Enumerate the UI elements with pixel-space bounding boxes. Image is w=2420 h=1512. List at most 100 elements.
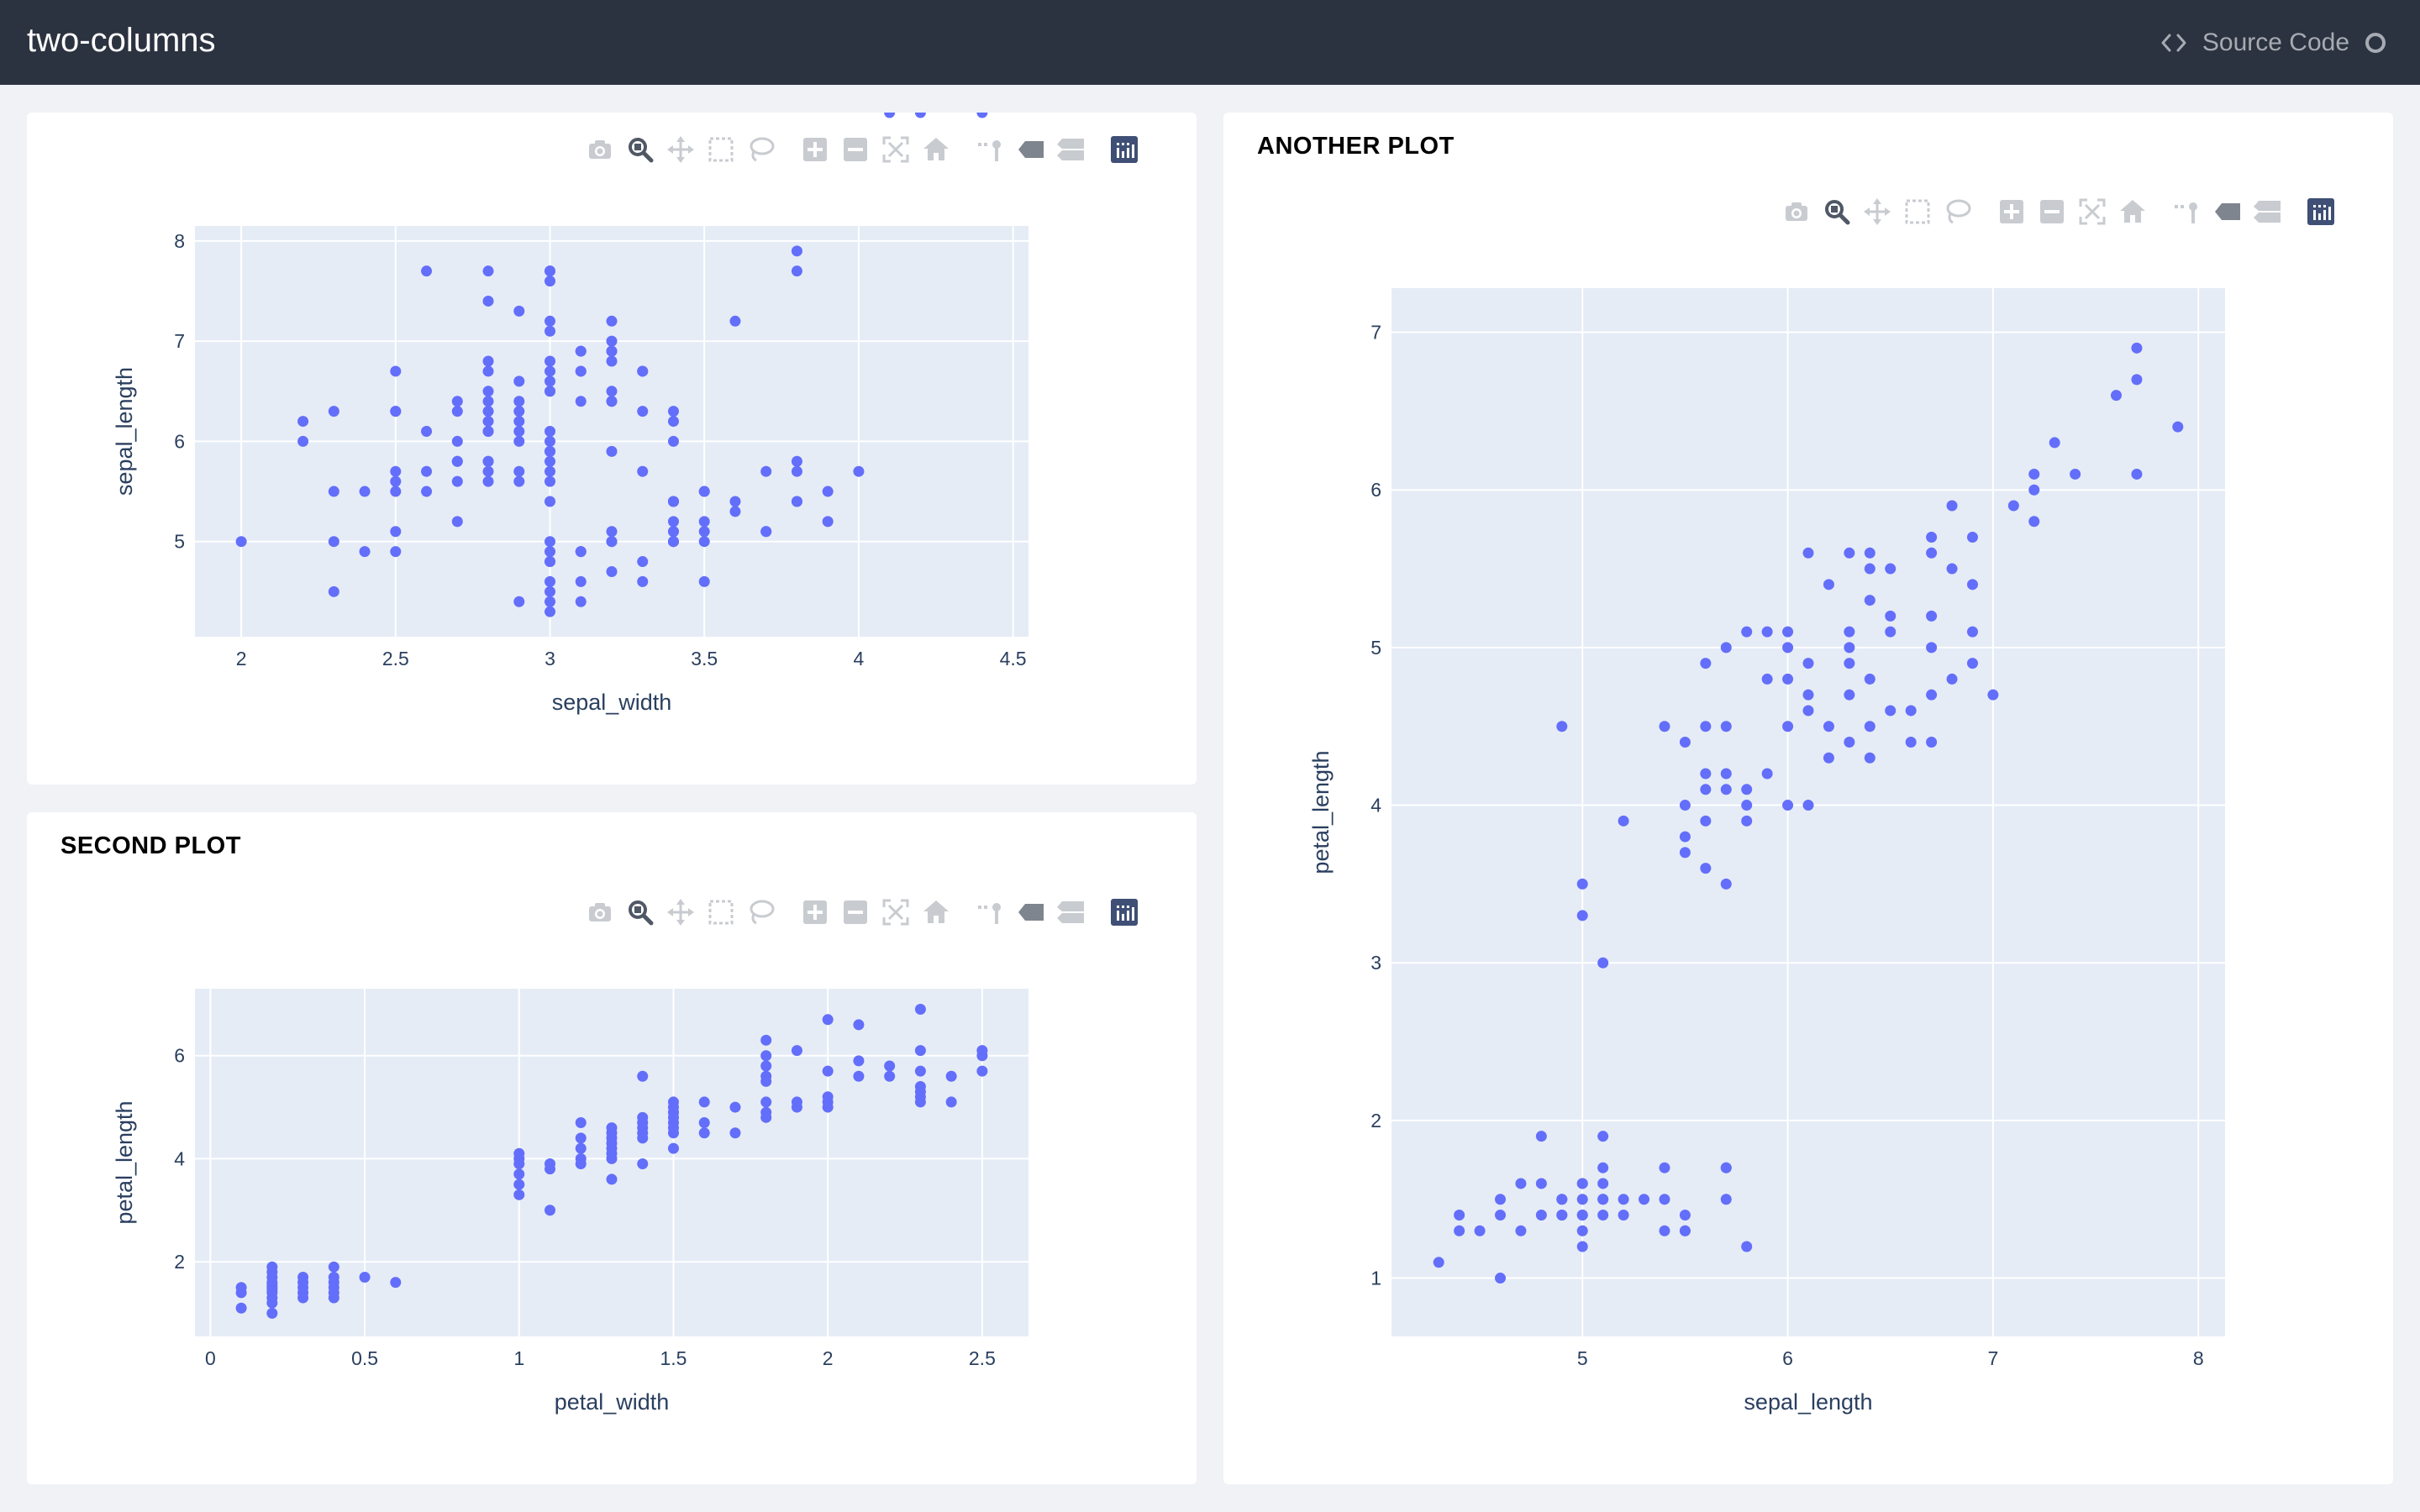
scatter-point[interactable] <box>1679 1225 1691 1236</box>
scatter-point[interactable] <box>791 496 802 507</box>
scatter-point[interactable] <box>1782 642 1794 654</box>
scatter-point[interactable] <box>575 1132 587 1144</box>
hover-closest-button[interactable] <box>1015 134 1045 165</box>
source-code-link[interactable]: Source Code <box>2160 25 2386 60</box>
scatter-point[interactable] <box>606 386 618 397</box>
scatter-point[interactable] <box>1720 784 1732 795</box>
scatter-point[interactable] <box>1720 768 1732 780</box>
pan-button[interactable] <box>666 134 696 165</box>
scatter-point[interactable] <box>544 386 556 397</box>
scatter-point[interactable] <box>544 496 556 507</box>
scatter-point[interactable] <box>482 295 494 307</box>
scatter-point[interactable] <box>667 435 679 447</box>
scatter-point[interactable] <box>544 465 556 477</box>
scatter-point[interactable] <box>575 1116 587 1128</box>
autoscale-button[interactable] <box>881 134 911 165</box>
scatter-point[interactable] <box>637 365 649 377</box>
scatter-point[interactable] <box>421 426 433 437</box>
scatter-point[interactable] <box>1864 673 1876 685</box>
scatter-point[interactable] <box>1761 768 1773 780</box>
scatter-point[interactable] <box>606 1127 618 1139</box>
plotly-logo-button[interactable] <box>1109 897 1139 927</box>
scatter-point[interactable] <box>544 1158 556 1170</box>
scatter-point[interactable] <box>513 1168 525 1180</box>
zoom-button[interactable] <box>625 134 655 165</box>
scatter-point[interactable] <box>2070 468 2081 480</box>
scatter-point[interactable] <box>1597 1162 1609 1173</box>
scatter-point[interactable] <box>390 465 402 477</box>
scatter-point[interactable] <box>1576 1209 1588 1221</box>
scatter-point[interactable] <box>1782 721 1794 732</box>
scatter-point[interactable] <box>637 556 649 568</box>
scatter-point[interactable] <box>606 396 618 407</box>
scatter-point[interactable] <box>698 1116 710 1128</box>
scatter-point[interactable] <box>606 345 618 357</box>
scatter-point[interactable] <box>1659 1225 1670 1236</box>
scatter-point[interactable] <box>544 556 556 568</box>
scatter-point[interactable] <box>266 1271 278 1283</box>
scatter-point[interactable] <box>729 506 741 517</box>
scatter-point[interactable] <box>637 1111 649 1123</box>
scatter-point[interactable] <box>297 1271 309 1283</box>
scatter-point[interactable] <box>1864 547 1876 559</box>
scatter-point[interactable] <box>698 486 710 497</box>
scatter-point[interactable] <box>667 1116 679 1128</box>
scatter-point[interactable] <box>976 1065 988 1077</box>
scatter-point[interactable] <box>1864 752 1876 764</box>
scatter-point[interactable] <box>1946 673 1958 685</box>
spike-lines-button[interactable] <box>975 134 1005 165</box>
scatter-point[interactable] <box>266 1279 278 1291</box>
scatter-point[interactable] <box>606 565 618 577</box>
scatter-point[interactable] <box>266 1287 278 1299</box>
scatter-point[interactable] <box>606 355 618 367</box>
scatter-point[interactable] <box>2007 500 2019 512</box>
scatter-point[interactable] <box>884 113 896 118</box>
scatter-point[interactable] <box>1741 815 1753 827</box>
scatter-point[interactable] <box>451 516 463 528</box>
scatter-point[interactable] <box>266 1284 278 1296</box>
scatter-point[interactable] <box>235 1302 247 1314</box>
camera-button[interactable] <box>585 897 615 927</box>
scatter-point[interactable] <box>914 1081 926 1093</box>
scatter-point[interactable] <box>2111 390 2123 402</box>
scatter-point[interactable] <box>698 516 710 528</box>
scatter-point[interactable] <box>575 345 587 357</box>
scatter-point[interactable] <box>2131 342 2143 354</box>
hover-closest-button[interactable] <box>1015 897 1045 927</box>
scatter-point[interactable] <box>451 455 463 467</box>
scatter-point[interactable] <box>1494 1194 1506 1205</box>
scatter-point[interactable] <box>1946 500 1958 512</box>
scatter-point[interactable] <box>1700 815 1712 827</box>
scatter-point[interactable] <box>1720 642 1732 654</box>
scatter-point[interactable] <box>575 1152 587 1164</box>
scatter-point[interactable] <box>760 1060 772 1072</box>
scatter-point[interactable] <box>575 546 587 558</box>
scatter-point[interactable] <box>729 315 741 327</box>
scatter-point[interactable] <box>1597 1131 1609 1142</box>
scatter-point[interactable] <box>544 265 556 277</box>
scatter-point[interactable] <box>667 1127 679 1139</box>
scatter-point[interactable] <box>760 1111 772 1123</box>
zoom-out-button[interactable] <box>840 897 871 927</box>
scatter-point[interactable] <box>575 365 587 377</box>
scatter-point[interactable] <box>1802 705 1814 717</box>
scatter-point[interactable] <box>791 465 802 477</box>
scatter-point[interactable] <box>1966 532 1978 543</box>
scatter-point[interactable] <box>575 596 587 607</box>
scatter-point[interactable] <box>1679 847 1691 858</box>
scatter-point[interactable] <box>1433 1257 1444 1268</box>
scatter-point[interactable] <box>1659 721 1670 732</box>
scatter-point[interactable] <box>2172 421 2184 433</box>
scatter-point[interactable] <box>544 355 556 367</box>
scatter-point[interactable] <box>606 1173 618 1185</box>
scatter-point[interactable] <box>1885 610 1897 622</box>
scatter-point[interactable] <box>1700 784 1712 795</box>
scatter-point[interactable] <box>297 1287 309 1299</box>
scatter-point[interactable] <box>390 526 402 538</box>
scatter-point[interactable] <box>1844 689 1855 701</box>
scatter-point[interactable] <box>667 536 679 548</box>
scatter-point[interactable] <box>1823 579 1834 591</box>
scatter-point[interactable] <box>328 1271 339 1283</box>
hover-compare-button[interactable] <box>2252 197 2282 227</box>
scatter-point[interactable] <box>1741 626 1753 638</box>
